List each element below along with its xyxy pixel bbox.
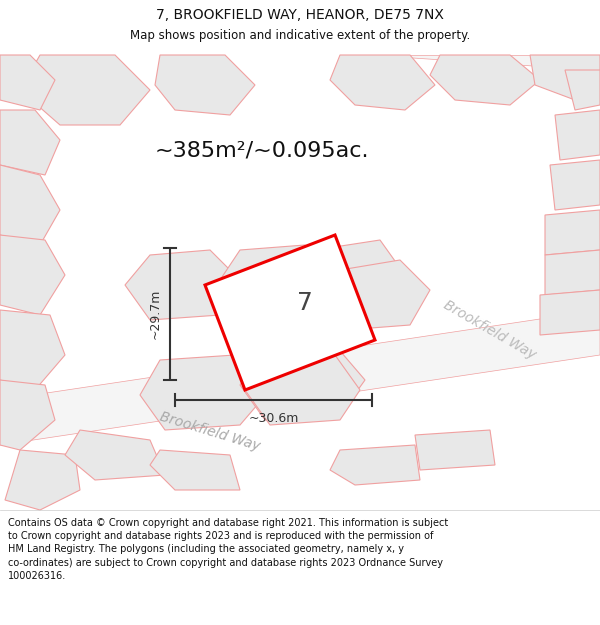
Polygon shape [415, 430, 495, 470]
Text: Map shows position and indicative extent of the property.: Map shows position and indicative extent… [130, 29, 470, 41]
Polygon shape [240, 345, 365, 420]
Polygon shape [375, 55, 600, 70]
Polygon shape [205, 235, 375, 390]
Polygon shape [320, 260, 430, 330]
Polygon shape [220, 245, 335, 315]
Text: 7, BROOKFIELD WAY, HEANOR, DE75 7NX: 7, BROOKFIELD WAY, HEANOR, DE75 7NX [156, 8, 444, 22]
Polygon shape [540, 290, 600, 335]
Polygon shape [550, 160, 600, 210]
Polygon shape [155, 55, 255, 115]
Polygon shape [0, 55, 55, 110]
Polygon shape [0, 235, 65, 315]
Polygon shape [5, 450, 80, 510]
Polygon shape [330, 55, 435, 110]
Polygon shape [0, 310, 600, 445]
Polygon shape [555, 110, 600, 160]
Text: Contains OS data © Crown copyright and database right 2021. This information is : Contains OS data © Crown copyright and d… [8, 518, 448, 581]
Polygon shape [545, 210, 600, 255]
Polygon shape [0, 165, 60, 245]
Polygon shape [125, 250, 240, 320]
Text: 7: 7 [297, 291, 313, 314]
Text: Brookfield Way: Brookfield Way [158, 410, 262, 454]
Text: ~30.6m: ~30.6m [248, 412, 299, 425]
Polygon shape [245, 355, 360, 425]
Polygon shape [150, 450, 240, 490]
Polygon shape [295, 240, 405, 315]
Polygon shape [430, 55, 540, 105]
Polygon shape [20, 55, 150, 125]
Polygon shape [140, 355, 270, 430]
Polygon shape [0, 110, 60, 175]
Text: Brookfield Way: Brookfield Way [442, 298, 539, 362]
Polygon shape [545, 250, 600, 295]
Polygon shape [330, 445, 420, 485]
Polygon shape [530, 55, 600, 100]
Polygon shape [65, 430, 165, 480]
Polygon shape [0, 380, 55, 450]
Polygon shape [565, 70, 600, 110]
Bar [0, 0, 600, 510]
Polygon shape [0, 310, 65, 390]
Text: ~385m²/~0.095ac.: ~385m²/~0.095ac. [155, 140, 370, 160]
Text: ~29.7m: ~29.7m [149, 289, 162, 339]
